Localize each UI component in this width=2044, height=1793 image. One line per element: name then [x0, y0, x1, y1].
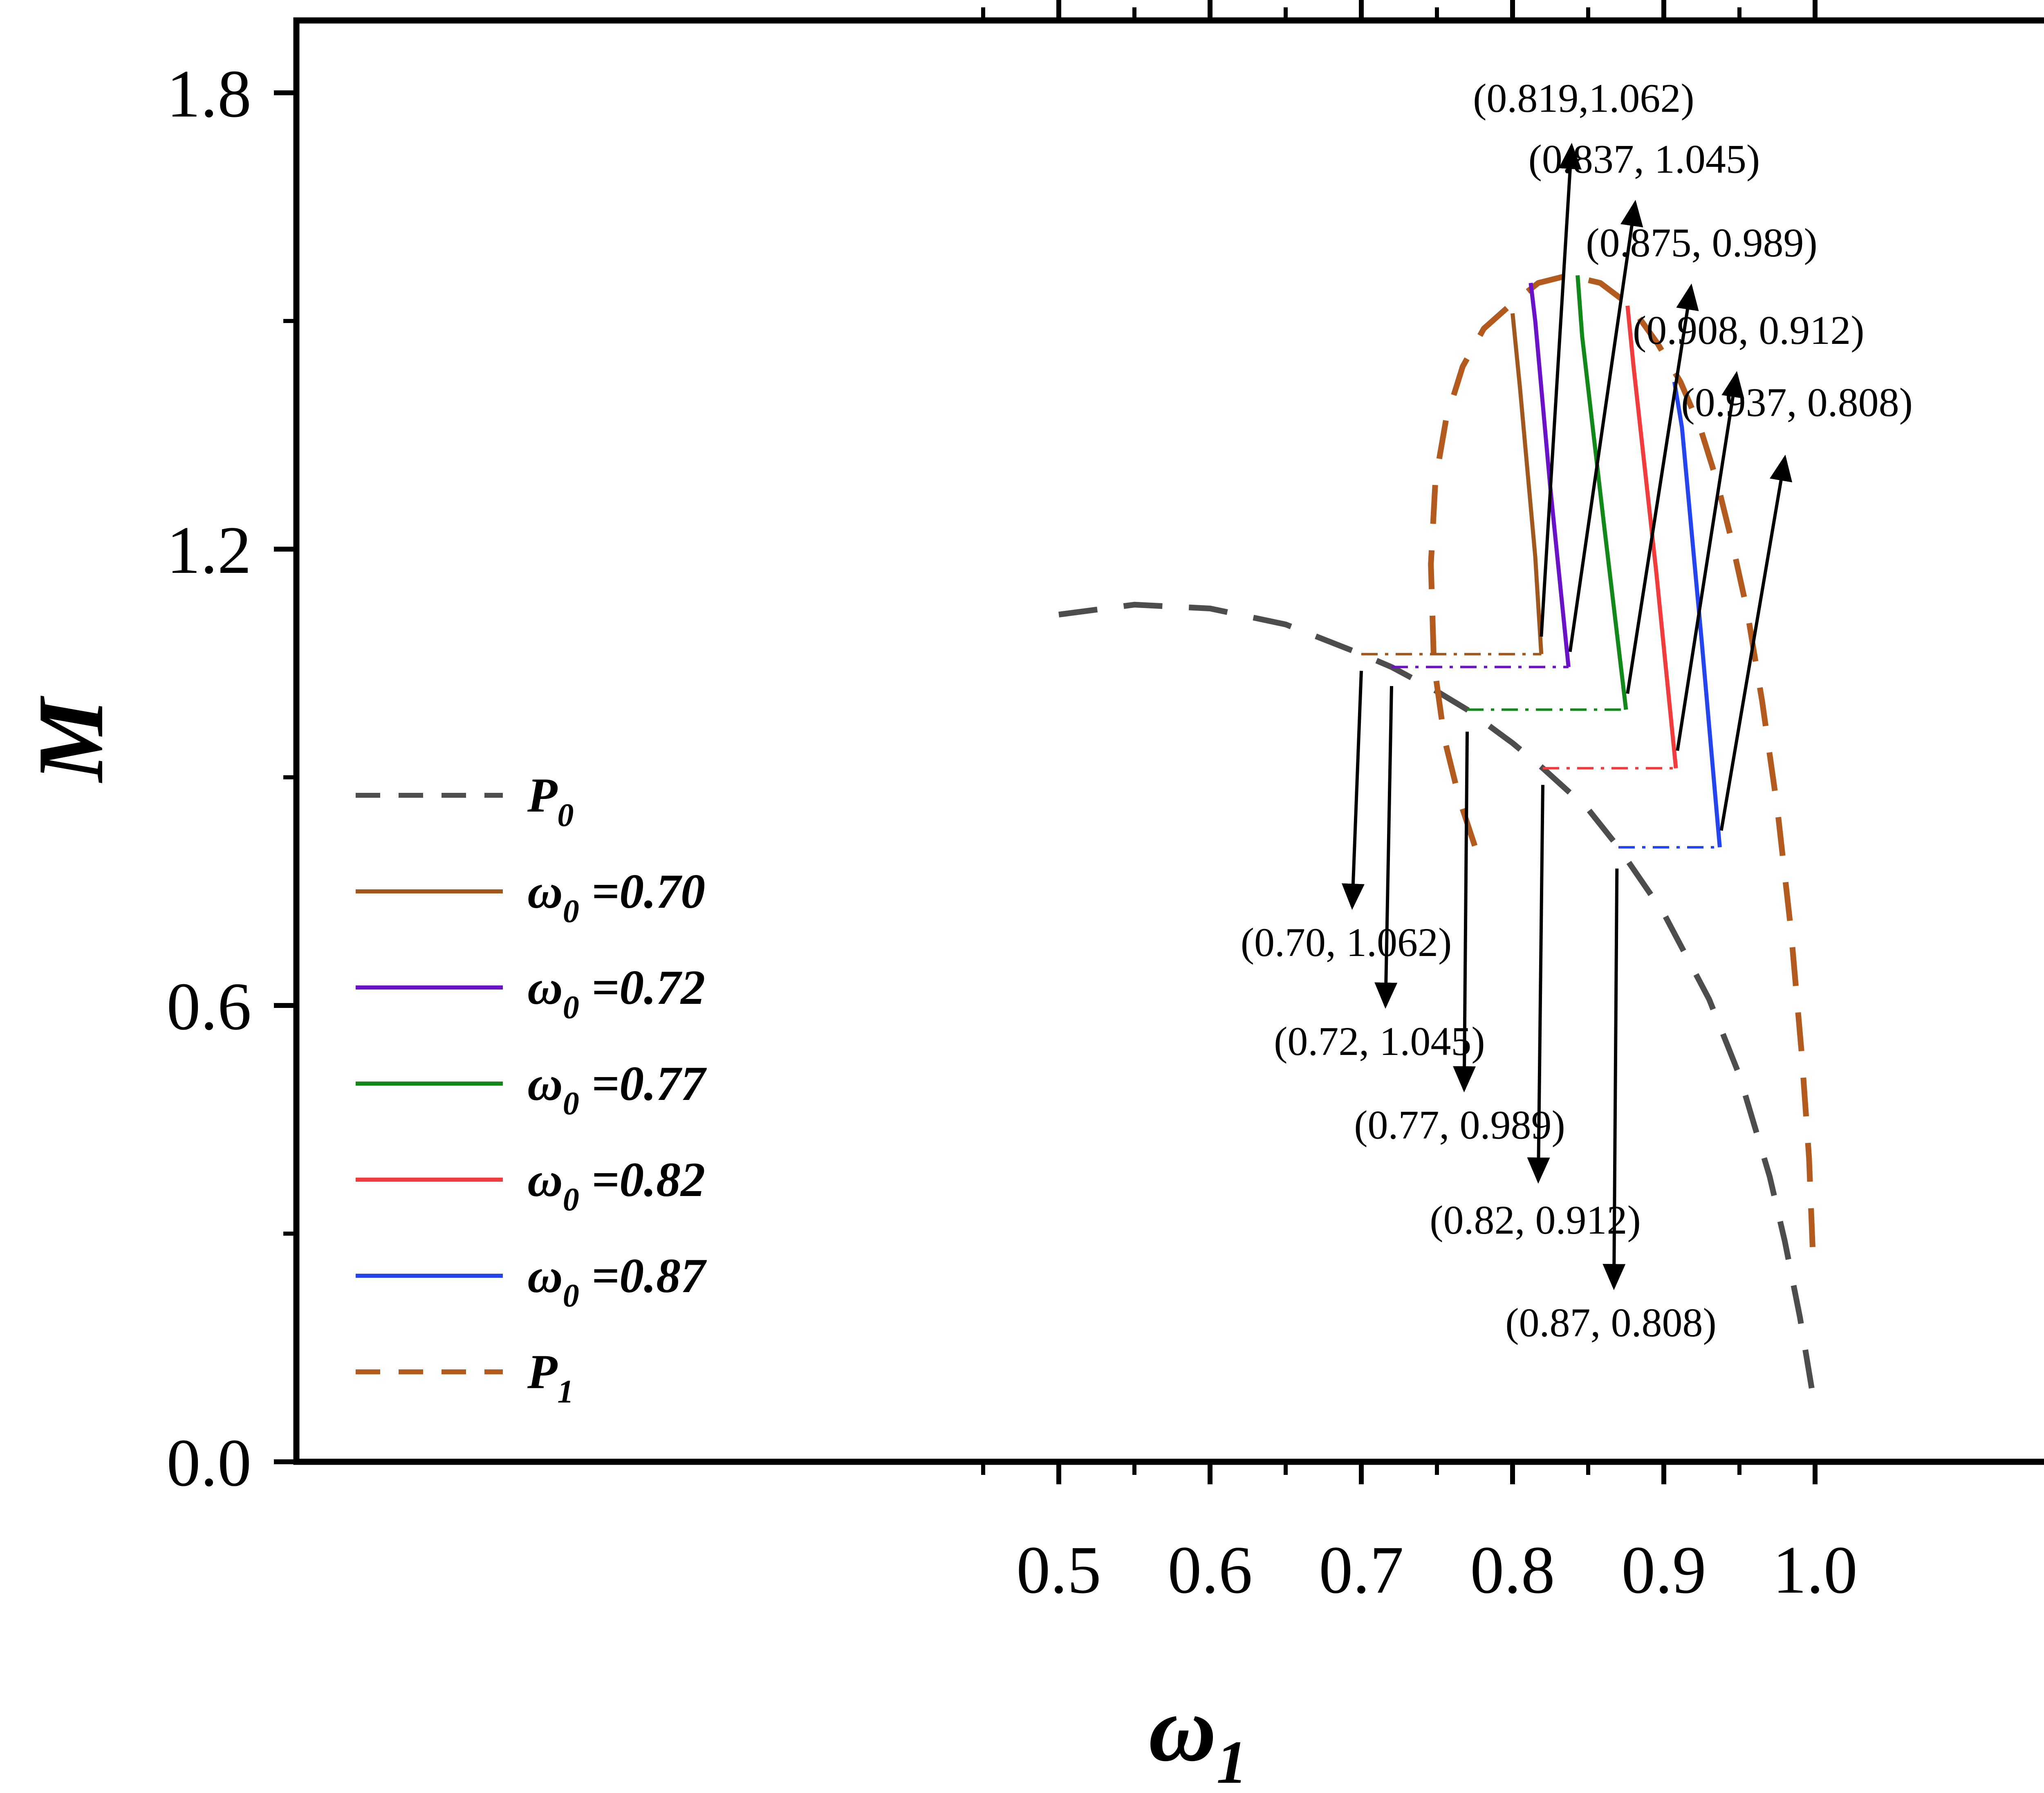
- annotation-top-label-2: (0.875, 0.989): [1586, 220, 1818, 265]
- x-axis-title-main: ω: [1148, 1676, 1216, 1781]
- annotation-bottom-label-2: (0.77, 0.989): [1354, 1102, 1565, 1148]
- annotation-bottom-arrow-0: [1341, 671, 1365, 910]
- series-line-6: [1576, 275, 1628, 710]
- annotation-top-label-0: (0.819,1.062): [1473, 76, 1694, 121]
- legend-label-w087: ω0 =0.87: [527, 1248, 707, 1314]
- legend-label-P0: P0: [527, 768, 574, 833]
- y-tick-label-0: 0.0: [167, 1425, 252, 1500]
- annotation-bottom-label-0: (0.70, 1.062): [1241, 920, 1452, 965]
- axis-layer: 0.5 0.6 0.7 0.8 0.9 1.0 0.0 0.6 1.2 1.8: [167, 0, 2044, 1607]
- annotation-top-label-3: (0.908, 0.912): [1633, 307, 1865, 353]
- legend-label-w077: ω0 =0.77: [527, 1056, 707, 1122]
- legend-label-w070: ω0 =0.70: [527, 864, 705, 929]
- annotation-top-arrow-3: [1676, 371, 1744, 751]
- series-line-4: [1529, 283, 1571, 667]
- plot-frame: [293, 17, 2044, 1465]
- series-line-8: [1625, 305, 1678, 769]
- annotation-layer: (0.819,1.062) (0.837, 1.045) (0.875, 0.989…: [1241, 76, 1913, 1346]
- annotation-top-label-1: (0.837, 1.045): [1529, 136, 1760, 182]
- x-tick-label-0: 0.5: [1016, 1532, 1101, 1607]
- annotation-top-arrow-4: [1719, 454, 1793, 831]
- series-line-1: [1428, 272, 1817, 1272]
- annotation-bottom-label-4: (0.87, 0.808): [1505, 1300, 1717, 1345]
- series-line-2: [1511, 313, 1544, 655]
- x-tick-label-3: 0.8: [1470, 1532, 1555, 1607]
- y-axis-title: M: [18, 696, 123, 783]
- x-tick-label-2: 0.7: [1319, 1532, 1404, 1607]
- x-tick-label-4: 0.9: [1621, 1532, 1706, 1607]
- annotation-top-arrow-1: [1568, 200, 1643, 652]
- legend-label-w072: ω0 =0.72: [527, 960, 705, 1026]
- annotation-bottom-arrow-4: [1602, 868, 1626, 1290]
- x-tick-label-5: 1.0: [1773, 1532, 1858, 1607]
- x-axis-title: ω1: [1148, 1676, 1247, 1793]
- annotation-top-arrow-2: [1626, 283, 1699, 694]
- legend-label-P1: P1: [527, 1344, 574, 1410]
- annotation-bottom-label-1: (0.72, 1.045): [1274, 1019, 1485, 1064]
- legend: P0 ω0 =0.70 ω0 =0.72 ω0 =0.77 ω0 =0.82 ω0 =0.…: [356, 768, 707, 1410]
- annotation-bottom-arrow-1: [1374, 686, 1398, 1009]
- annotation-bottom-arrow-3: [1527, 785, 1550, 1184]
- annotation-bottom-label-3: (0.82, 0.912): [1430, 1197, 1641, 1243]
- legend-label-w082: ω0 =0.82: [527, 1152, 705, 1218]
- y-tick-label-1: 0.6: [167, 969, 252, 1044]
- y-tick-label-2: 1.2: [167, 512, 252, 588]
- series-line-10: [1672, 381, 1722, 848]
- annotation-top-label-4: (0.937, 0.808): [1681, 380, 1913, 425]
- series-layer: [1058, 272, 1818, 1409]
- annotation-top-arrow-0: [1540, 143, 1582, 637]
- y-tick-label-3: 1.8: [167, 56, 252, 131]
- x-axis-title-sub: 1: [1217, 1728, 1247, 1793]
- annotation-bottom-arrow-2: [1453, 732, 1476, 1093]
- x-tick-label-1: 0.6: [1168, 1532, 1253, 1607]
